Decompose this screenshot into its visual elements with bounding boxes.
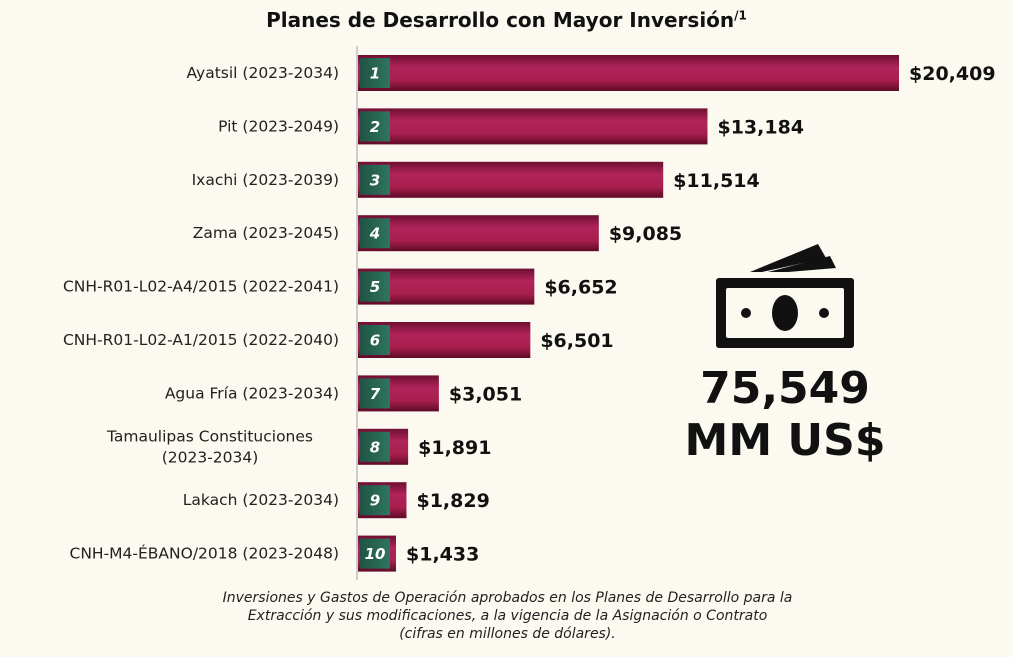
rank-badge <box>360 325 390 355</box>
category-label: Lakach (2023-2034) <box>183 491 339 509</box>
bar-value-label: $1,891 <box>418 437 491 459</box>
bar <box>358 215 599 252</box>
rank-label: 2 <box>370 118 380 136</box>
footnote-line: Extracción y sus modificaciones, a la vi… <box>247 608 768 624</box>
bar <box>358 108 708 145</box>
category-label: (2023-2034) <box>162 448 259 466</box>
category-label: Zama (2023-2045) <box>193 224 339 242</box>
rank-label: 6 <box>370 332 380 350</box>
bar-value-label: $13,184 <box>717 116 804 138</box>
rank-label: 5 <box>370 278 380 296</box>
rank-label: 9 <box>370 492 380 510</box>
bar-value-label: $11,514 <box>673 170 760 192</box>
bar-value-label: $20,409 <box>909 63 996 85</box>
rank-label: 4 <box>369 225 380 243</box>
rank-label: 10 <box>365 545 386 563</box>
rank-label: 1 <box>370 65 380 83</box>
rank-badge <box>360 431 390 462</box>
rank-label: 3 <box>370 171 380 189</box>
category-label: Pit (2023-2049) <box>218 117 339 135</box>
money-bill-icon <box>716 244 854 348</box>
category-label: CNH-R01-L02-A4/2015 (2022-2041) <box>63 278 339 296</box>
rank-badge <box>360 538 390 569</box>
bar <box>358 55 899 91</box>
bar-value-label: $6,652 <box>544 277 617 299</box>
rank-badge <box>360 111 390 142</box>
total-investment-unit: MM US$ <box>684 415 886 466</box>
category-label: Ayatsil (2023-2034) <box>187 64 340 82</box>
category-label: CNH-R01-L02-A1/2015 (2022-2040) <box>63 331 339 349</box>
total-investment-block: 75,549 MM US$ <box>660 238 910 467</box>
category-label: Agua Fría (2023-2034) <box>165 384 339 402</box>
rank-badge <box>360 485 390 516</box>
rank-badge <box>360 378 390 409</box>
bar-value-label: $6,501 <box>540 330 613 352</box>
rank-badge <box>360 271 390 302</box>
title-footnote-mark: /1 <box>734 8 747 23</box>
rank-badge <box>360 218 390 249</box>
chart-footnote: Inversiones y Gastos de Operación aproba… <box>100 589 915 643</box>
rank-label: 7 <box>370 385 381 403</box>
bar-value-label: $3,051 <box>449 383 522 405</box>
category-label: CNH-M4-ÉBANO/2018 (2023-2048) <box>70 544 340 563</box>
rank-label: 8 <box>370 438 380 456</box>
footnote-line: (cifras en millones de dólares). <box>399 626 616 642</box>
bar <box>358 161 664 198</box>
rank-badge <box>360 164 390 195</box>
rank-badge <box>360 58 390 88</box>
bars-layer: 1 $20,409 Ayatsil (2023-2034) 2 $13,184 Pit (… <box>63 55 996 572</box>
category-label: Tamaulipas Constituciones <box>106 427 313 445</box>
chart-title-text: Planes de Desarrollo con Mayor Inversión <box>266 8 735 32</box>
chart-title: Planes de Desarrollo con Mayor Inversión… <box>0 8 1013 32</box>
bar-value-label: $1,829 <box>416 490 489 512</box>
category-label: Ixachi (2023-2039) <box>192 171 339 189</box>
bar-value-label: $1,433 <box>406 544 479 566</box>
bar-value-label: $9,085 <box>609 223 682 245</box>
footnote-line: Inversiones y Gastos de Operación aproba… <box>222 590 793 606</box>
total-investment-value: 75,549 <box>700 363 870 414</box>
